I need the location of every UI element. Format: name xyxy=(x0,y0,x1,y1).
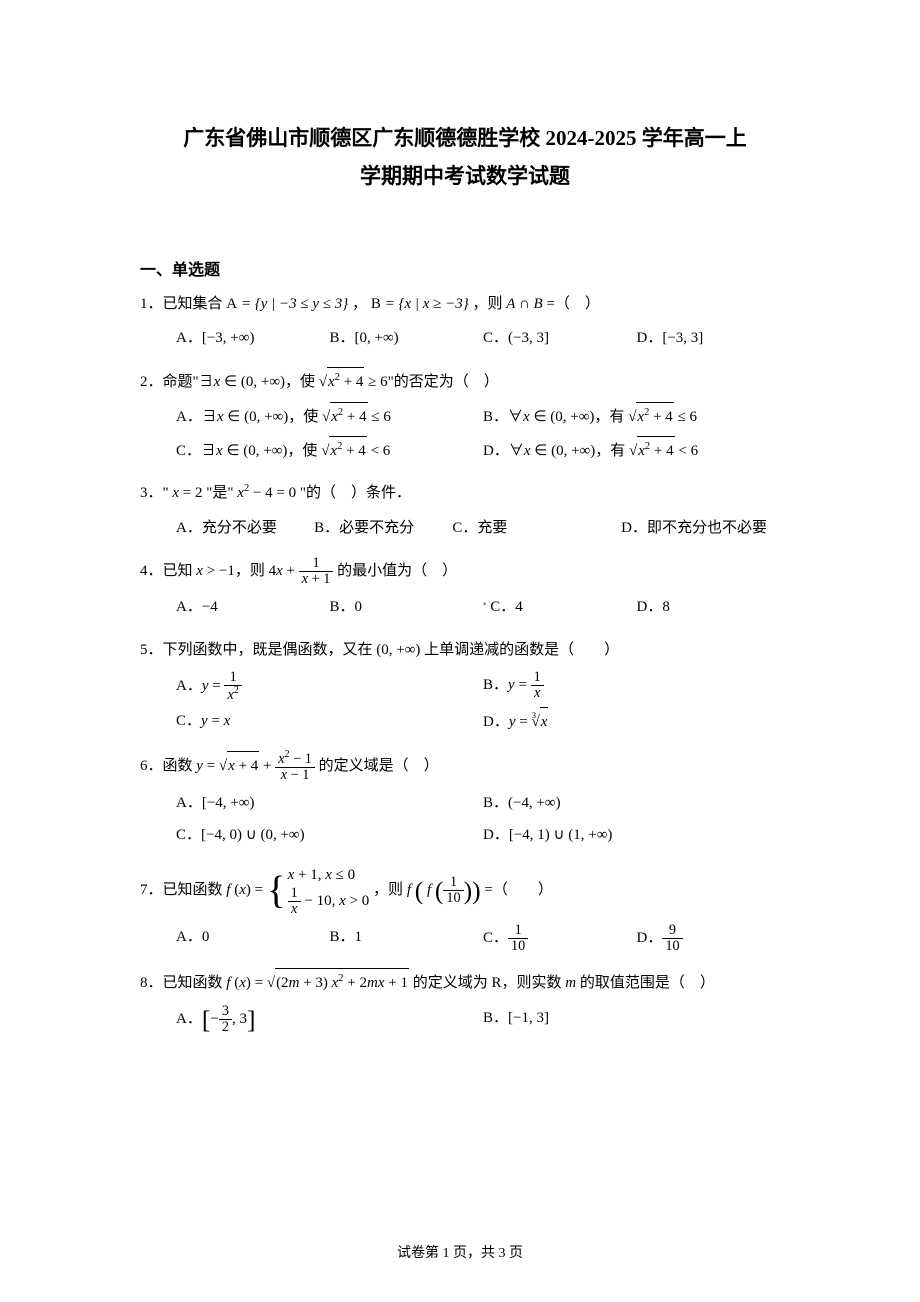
q3-stem: 3．" x = 2 "是" x2 − 4 = 0 "的（ ）条件． xyxy=(140,479,790,508)
q7-stem: 7．已知函数 f (x) = { x + 1, x ≤ 0 1x − 10, x… xyxy=(140,864,790,917)
q1-options: A．[−3, +∞) B．[0, +∞) C．(−3, 3] D．[−3, 3] xyxy=(140,324,790,353)
question-3: 3．" x = 2 "是" x2 − 4 = 0 "的（ ）条件． A．充分不必… xyxy=(140,479,790,542)
q6-stem: 6．函数 y = √x + 4 + x2 − 1x − 1 的定义域是（ ） xyxy=(140,750,790,783)
q5-D: D．y = 3√x xyxy=(483,707,790,737)
q8-A: A．[−32, 3] xyxy=(176,1004,483,1035)
q1-A: A．[−3, +∞) xyxy=(176,324,330,353)
question-5: 5．下列函数中，既是偶函数，又在 (0, +∞) 上单调递减的函数是（ ） A．… xyxy=(140,636,790,737)
exam-title: 广东省佛山市顺德区广东顺德德胜学校 2024-2025 学年高一上 学期期中考试… xyxy=(140,120,790,196)
q1-C: C．(−3, 3] xyxy=(483,324,637,353)
q4-C: ▪ C．4 xyxy=(483,593,637,622)
q8-B: B．[−1, 3] xyxy=(483,1004,790,1035)
q5-B: B．y = 1x xyxy=(483,670,790,703)
q7-D: D．910 xyxy=(637,923,791,954)
q1-stem-pre: 1．已知集合 xyxy=(140,296,226,312)
title-line1: 广东省佛山市顺德区广东顺德德胜学校 2024-2025 学年高一上 xyxy=(140,120,790,158)
q3-D: D．即不充分也不必要 xyxy=(621,514,790,543)
question-4: 4．已知 x > −1，则 4x + 1x + 1 的最小值为（ ） A．−4 … xyxy=(140,556,790,621)
q6-A: A．[−4, +∞) xyxy=(176,789,483,818)
q1-stem: 1．已知集合 A = {y | −3 ≤ y ≤ 3} ， B = {x | x… xyxy=(140,290,790,319)
q5-row1: A．y = 1x2 B．y = 1x xyxy=(140,670,790,703)
q1-D: D．[−3, 3] xyxy=(637,324,791,353)
question-7: 7．已知函数 f (x) = { x + 1, x ≤ 0 1x − 10, x… xyxy=(140,864,790,954)
section-header: 一、单选题 xyxy=(140,256,790,280)
q7-B: B．1 xyxy=(330,923,484,954)
q3-B: B．必要不充分 xyxy=(314,514,452,543)
q8-stem: 8．已知函数 f (x) = √(2m + 3) x2 + 2mx + 1 的定… xyxy=(140,968,790,998)
q5-A: A．y = 1x2 xyxy=(176,670,483,703)
q1-mid: ， xyxy=(352,296,367,312)
q4-stem: 4．已知 x > −1，则 4x + 1x + 1 的最小值为（ ） xyxy=(140,556,790,587)
q2-D: D．∀x ∈ (0, +∞)，有 √x2 + 4 < 6 xyxy=(483,436,790,466)
q6-row2: C．[−4, 0) ∪ (0, +∞) D．[−4, 1) ∪ (1, +∞) xyxy=(140,821,790,850)
q2-C: C．∃x ∈ (0, +∞)，使 √x2 + 4 < 6 xyxy=(176,436,483,466)
question-2: 2．命题"∃x ∈ (0, +∞)，使 √x2 + 4 ≥ 6"的否定为（ ） … xyxy=(140,367,790,466)
q3-A: A．充分不必要 xyxy=(176,514,314,543)
q3-C: C．充要 xyxy=(452,514,621,543)
q7-C: C．110 xyxy=(483,923,637,954)
q1-B: B．[0, +∞) xyxy=(330,324,484,353)
q2-stem: 2．命题"∃x ∈ (0, +∞)，使 √x2 + 4 ≥ 6"的否定为（ ） xyxy=(140,367,790,397)
q5-row2: C．y = x D．y = 3√x xyxy=(140,707,790,737)
q4-options: A．−4 B．0 ▪ C．4 D．8 xyxy=(140,593,790,622)
q4-A: A．−4 xyxy=(176,593,330,622)
q6-D: D．[−4, 1) ∪ (1, +∞) xyxy=(483,821,790,850)
q3-options: A．充分不必要 B．必要不充分 C．充要 D．即不充分也不必要 xyxy=(140,514,790,543)
question-8: 8．已知函数 f (x) = √(2m + 3) x2 + 2mx + 1 的定… xyxy=(140,968,790,1034)
q7-A: A．0 xyxy=(176,923,330,954)
q7-options: A．0 B．1 C．110 D．910 xyxy=(140,923,790,954)
q5-C: C．y = x xyxy=(176,707,483,737)
q6-B: B．(−4, +∞) xyxy=(483,789,790,818)
q2-A: A．∃x ∈ (0, +∞)，使 √x2 + 4 ≤ 6 xyxy=(176,402,483,432)
q2-row1: A．∃x ∈ (0, +∞)，使 √x2 + 4 ≤ 6 B．∀x ∈ (0, … xyxy=(140,402,790,432)
q6-row1: A．[−4, +∞) B．(−4, +∞) xyxy=(140,789,790,818)
q4-B: B．0 xyxy=(330,593,484,622)
question-6: 6．函数 y = √x + 4 + x2 − 1x − 1 的定义域是（ ） A… xyxy=(140,750,790,850)
q6-C: C．[−4, 0) ∪ (0, +∞) xyxy=(176,821,483,850)
q2-B: B．∀x ∈ (0, +∞)，有 √x2 + 4 ≤ 6 xyxy=(483,402,790,432)
q2-row2: C．∃x ∈ (0, +∞)，使 √x2 + 4 < 6 D．∀x ∈ (0, … xyxy=(140,436,790,466)
page-footer: 试卷第 1 页，共 3 页 xyxy=(0,1242,920,1262)
q4-D: D．8 xyxy=(637,593,791,622)
q8-row1: A．[−32, 3] B．[−1, 3] xyxy=(140,1004,790,1035)
question-1: 1．已知集合 A = {y | −3 ≤ y ≤ 3} ， B = {x | x… xyxy=(140,290,790,353)
title-line2: 学期期中考试数学试题 xyxy=(140,158,790,196)
q5-stem: 5．下列函数中，既是偶函数，又在 (0, +∞) 上单调递减的函数是（ ） xyxy=(140,636,790,665)
